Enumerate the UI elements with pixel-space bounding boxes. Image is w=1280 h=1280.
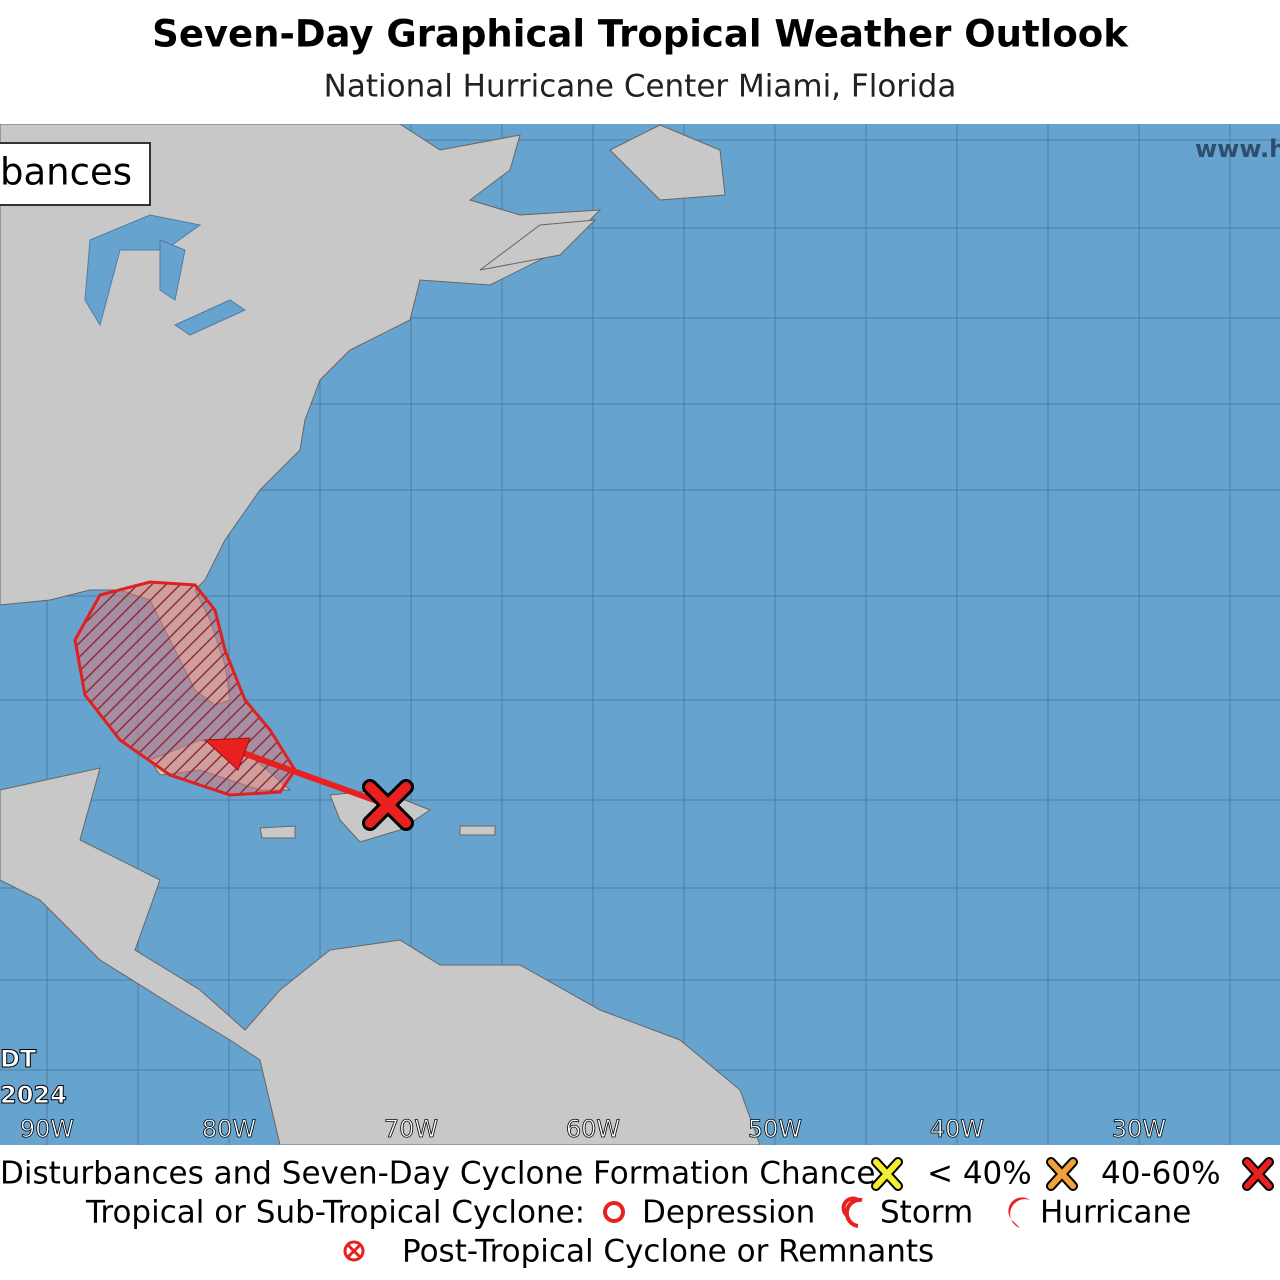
- lake: [84, 214, 202, 327]
- longitude-label: 90W: [20, 1115, 74, 1143]
- longitude-label: 70W: [384, 1115, 438, 1143]
- hurricane-icon: [1008, 1197, 1030, 1228]
- great-lakes: [84, 214, 247, 336]
- storm-icon: [841, 1196, 863, 1228]
- panel-label-box: [0, 142, 151, 206]
- legend: Disturbances and Seven-Day Cyclone Forma…: [0, 1156, 1274, 1270]
- panel-label: bances: [0, 151, 132, 194]
- newfoundland: [609, 124, 726, 201]
- lake: [173, 299, 247, 336]
- legend-storm: Storm: [880, 1195, 973, 1231]
- map: bances www.h DT 2024 90W 80W 70W 60W 50W 40W 3…: [0, 124, 1280, 1145]
- puerto-rico: [459, 825, 496, 836]
- disturbance-marker: [362, 779, 414, 831]
- website: www.h: [1195, 135, 1280, 163]
- legend-hurricane: Hurricane: [1040, 1195, 1191, 1231]
- land: [0, 124, 761, 1145]
- longitude-label: 80W: [202, 1115, 256, 1143]
- depression-icon: [603, 1201, 625, 1223]
- longitude-label: 40W: [930, 1115, 984, 1143]
- lake: [159, 239, 186, 301]
- longitude-label: 50W: [748, 1115, 802, 1143]
- post-tropical-icon: [343, 1240, 365, 1262]
- central-south-america: [0, 767, 761, 1145]
- legend-post-tropical: Post-Tropical Cyclone or Remnants: [402, 1234, 934, 1270]
- subtitle: National Hurricane Center Miami, Florida: [324, 69, 957, 105]
- year: 2024: [0, 1081, 67, 1109]
- title: Seven-Day Graphical Tropical Weather Out…: [152, 13, 1129, 56]
- longitude-labels: 90W 80W 70W 60W 50W 40W 30W: [19, 1115, 1166, 1144]
- longitude-label: 30W: [1112, 1115, 1166, 1143]
- legend-depression: Depression: [642, 1195, 815, 1231]
- track-arrow: [238, 749, 390, 808]
- longitude-label: 60W: [566, 1115, 620, 1143]
- jamaica: [259, 825, 296, 839]
- legend-heading: Tropical or Sub-Tropical Cyclone:: [85, 1195, 585, 1231]
- legend-icon: [871, 1157, 1274, 1191]
- legend-medium: 40-60%: [1101, 1156, 1221, 1192]
- legend-heading: Disturbances and Seven-Day Cyclone Forma…: [0, 1156, 886, 1192]
- arrow-head: [203, 737, 251, 771]
- nova-scotia: [479, 219, 597, 271]
- legend-low: < 40%: [927, 1156, 1032, 1192]
- time-zone: DT: [0, 1045, 37, 1073]
